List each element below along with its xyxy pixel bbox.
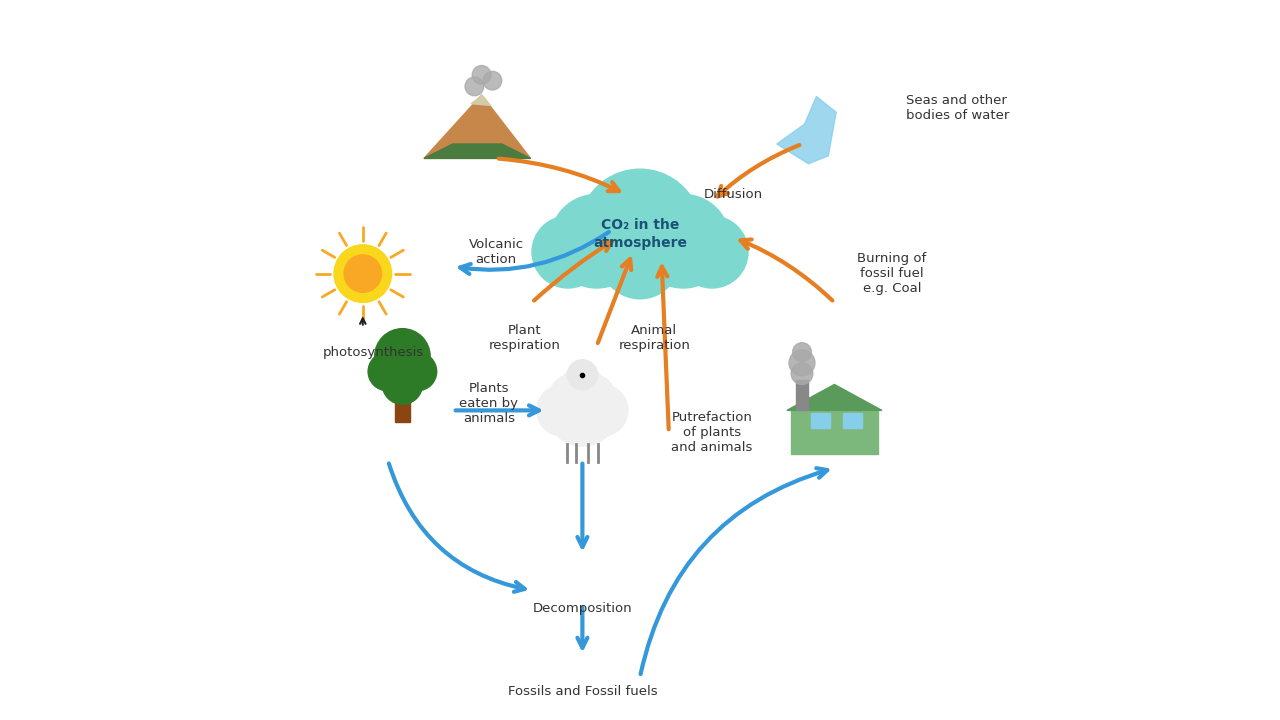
Circle shape	[788, 350, 815, 376]
Circle shape	[398, 352, 436, 391]
Text: Plant
respiration: Plant respiration	[489, 325, 561, 352]
Bar	[796, 380, 809, 410]
Polygon shape	[424, 144, 531, 158]
Bar	[394, 382, 410, 422]
Circle shape	[600, 220, 680, 299]
Bar	[810, 413, 831, 428]
Circle shape	[575, 375, 614, 415]
Polygon shape	[777, 96, 836, 164]
Polygon shape	[471, 95, 490, 105]
Circle shape	[465, 77, 484, 96]
Circle shape	[383, 364, 422, 405]
Polygon shape	[424, 95, 531, 158]
Circle shape	[550, 375, 590, 415]
Text: Fossils and Fossil fuels: Fossils and Fossil fuels	[508, 685, 657, 698]
Circle shape	[791, 363, 813, 384]
Text: Diffusion: Diffusion	[704, 188, 763, 201]
Circle shape	[558, 367, 607, 415]
Circle shape	[579, 169, 701, 292]
Bar	[844, 413, 863, 428]
Circle shape	[792, 343, 812, 361]
Bar	[791, 410, 878, 454]
Circle shape	[472, 66, 492, 84]
Circle shape	[550, 194, 644, 288]
Text: Putrefaction
of plants
and animals: Putrefaction of plants and animals	[671, 410, 753, 454]
Circle shape	[532, 216, 604, 288]
Circle shape	[676, 216, 748, 288]
Circle shape	[547, 375, 618, 446]
Circle shape	[483, 71, 502, 90]
Circle shape	[369, 352, 407, 391]
Circle shape	[636, 194, 730, 288]
Text: CO₂ in the
atmosphere: CO₂ in the atmosphere	[593, 218, 687, 251]
Circle shape	[344, 255, 381, 292]
Text: Plants
eaten by
animals: Plants eaten by animals	[460, 382, 518, 425]
Text: photosynthesis: photosynthesis	[323, 346, 424, 359]
Circle shape	[567, 360, 598, 390]
Circle shape	[536, 384, 589, 436]
Text: Decomposition: Decomposition	[532, 602, 632, 615]
Circle shape	[576, 384, 628, 436]
Circle shape	[375, 328, 430, 384]
Circle shape	[334, 245, 392, 302]
Text: Volcanic
action: Volcanic action	[468, 238, 524, 266]
Text: Burning of
fossil fuel
e.g. Coal: Burning of fossil fuel e.g. Coal	[858, 252, 927, 295]
Text: Animal
respiration: Animal respiration	[618, 325, 690, 352]
Polygon shape	[787, 384, 882, 410]
Text: Seas and other
bodies of water: Seas and other bodies of water	[906, 94, 1010, 122]
